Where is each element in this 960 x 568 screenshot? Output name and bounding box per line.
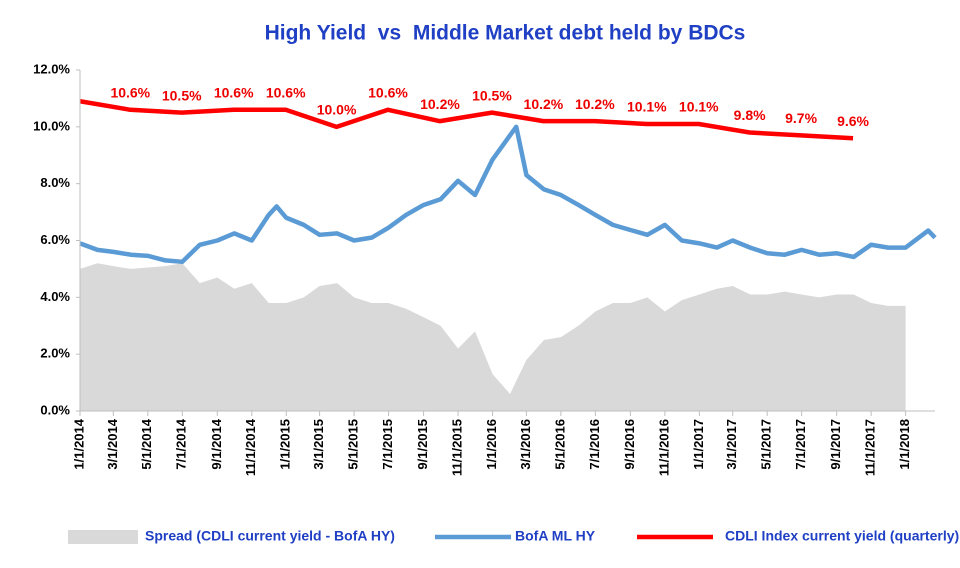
x-tick-label: 11/1/2014: [243, 418, 258, 476]
y-tick-label: 10.0%: [33, 118, 70, 133]
x-tick-label: 5/1/2016: [552, 419, 567, 470]
data-label: 10.2%: [575, 96, 615, 112]
x-tick-label: 7/1/2014: [174, 418, 189, 469]
line: [79, 99, 854, 141]
y-tick-label: 12.0%: [33, 61, 70, 76]
y-tick-label: 2.0%: [40, 346, 70, 361]
x-tick-label: 1/1/2018: [897, 419, 912, 470]
x-tick-label: 7/1/2015: [380, 419, 395, 470]
data-label: 10.5%: [162, 87, 202, 103]
data-label: 10.6%: [266, 84, 306, 100]
x-tick-label: 1/1/2015: [278, 419, 293, 470]
legend-label: BofA ML HY: [515, 528, 596, 544]
x-tick-label: 3/1/2014: [105, 418, 120, 469]
legend-swatch: [68, 530, 138, 544]
legend-label: CDLI Index current yield (quarterly): [725, 528, 959, 544]
line: [79, 124, 937, 265]
y-tick-label: 0.0%: [40, 402, 70, 417]
data-label: 10.2%: [420, 96, 460, 112]
data-label: 10.1%: [679, 99, 719, 115]
data-label: 10.2%: [524, 96, 564, 112]
x-tick-label: 9/1/2016: [622, 419, 637, 470]
data-label: 10.5%: [472, 87, 512, 103]
x-tick-label: 5/1/2014: [139, 418, 154, 469]
x-tick-label: 9/1/2015: [415, 419, 430, 470]
x-tick-label: 7/1/2016: [587, 419, 602, 470]
legend-label: Spread (CDLI current yield - BofA HY): [145, 528, 395, 544]
x-tick-label: 11/1/2015: [449, 419, 464, 476]
y-tick-label: 8.0%: [40, 175, 70, 190]
data-label: 10.1%: [627, 99, 667, 115]
data-label: 10.6%: [110, 84, 150, 100]
x-tick-label: 9/1/2017: [828, 419, 843, 470]
x-tick-label: 5/1/2015: [346, 419, 361, 470]
x-tick-label: 3/1/2016: [518, 419, 533, 470]
y-tick-label: 4.0%: [40, 289, 70, 304]
data-label: 10.0%: [317, 102, 357, 118]
x-tick-label: 5/1/2017: [759, 419, 774, 470]
x-tick-label: 7/1/2017: [793, 419, 808, 470]
area: [80, 263, 906, 411]
data-label: 9.6%: [837, 113, 869, 129]
data-label: 9.8%: [734, 107, 766, 123]
y-tick-label: 6.0%: [40, 232, 70, 247]
x-tick-label: 1/1/2016: [484, 419, 499, 470]
data-label: 9.7%: [785, 110, 817, 126]
x-tick-label: 9/1/2014: [209, 418, 224, 469]
x-tick-label: 11/1/2017: [863, 419, 878, 476]
x-tick-label: 1/1/2014: [71, 418, 86, 469]
chart-title: High Yield vs Middle Market debt held by…: [265, 22, 746, 45]
x-tick-label: 1/1/2017: [691, 419, 706, 470]
data-label: 10.6%: [214, 84, 254, 100]
x-tick-label: 11/1/2016: [656, 419, 671, 476]
data-label: 10.6%: [368, 84, 408, 100]
x-tick-label: 3/1/2015: [311, 419, 326, 470]
x-tick-label: 3/1/2017: [724, 419, 739, 470]
